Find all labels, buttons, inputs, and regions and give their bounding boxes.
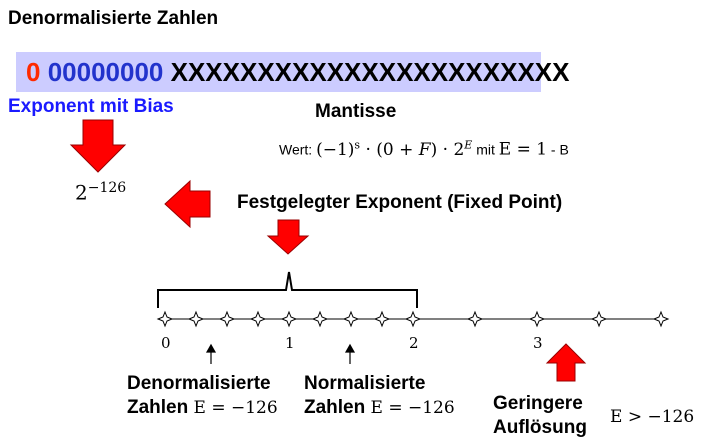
formula-sign-term: (−1)s · (0 + F) · 2E [316, 138, 473, 160]
interval-brace [157, 271, 418, 308]
normalized-caption: Normalisierte Zahlen E = −126 [304, 373, 455, 418]
diamond-tick-icon [187, 310, 205, 328]
diamond-tick-icon [373, 310, 391, 328]
red-down-arrow-icon [69, 119, 127, 173]
mantissa-bits: XXXXXXXXXXXXXXXXXXXXXXX [170, 57, 570, 87]
formula-mit: mit [476, 141, 495, 158]
bit-pattern: 0 00000000 XXXXXXXXXXXXXXXXXXXXXXX [26, 56, 570, 88]
diamond-tick-icon [249, 310, 267, 328]
tick-label-3: 3 [533, 334, 543, 352]
diamond-tick-icon [156, 310, 174, 328]
bit-pattern-box [16, 52, 541, 92]
exponent-bits: 00000000 [47, 57, 164, 87]
small-up-arrow-icon [344, 343, 356, 364]
denormalized-caption: Denormalisierte Zahlen E = −126 [127, 373, 278, 418]
tick-label-0: 0 [161, 334, 171, 352]
formula-e-eq: E = 1 [498, 139, 548, 160]
diamond-tick-icon [218, 310, 236, 328]
mantissa-label: Mantisse [315, 101, 397, 122]
small-up-arrow-icon [205, 343, 217, 364]
red-left-arrow-icon [164, 179, 211, 229]
fixed-exponent-power: 2−126 [75, 180, 127, 205]
diamond-tick-icon [590, 310, 608, 328]
diamond-tick-icon [466, 310, 484, 328]
sign-bit: 0 [26, 57, 41, 87]
tick-label-1: 1 [285, 334, 295, 352]
diamond-tick-icon [342, 310, 360, 328]
formula-minus-b: - B [550, 141, 569, 158]
diamond-tick-icon [404, 310, 422, 328]
red-down-arrow-icon [266, 219, 310, 255]
exponent-bias-label: Exponent mit Bias [8, 96, 174, 117]
lower-resolution-caption: Geringere Auflösung [493, 393, 587, 438]
fixed-exponent-label: Festgelegter Exponent (Fixed Point) [237, 192, 563, 213]
diamond-tick-icon [528, 310, 546, 328]
tick-label-2: 2 [409, 334, 419, 352]
page-title: Denormalisierte Zahlen [8, 8, 219, 29]
diamond-tick-icon [280, 310, 298, 328]
diamond-tick-icon [652, 310, 670, 328]
number-line-ticks [156, 310, 670, 328]
red-up-arrow-icon [545, 343, 587, 382]
diamond-tick-icon [311, 310, 329, 328]
e-greater-label: E > −126 [610, 407, 695, 427]
value-formula: Wert: (−1)s · (0 + F) · 2E mit E = 1 - B [279, 138, 569, 160]
formula-prefix: Wert: [279, 141, 313, 158]
